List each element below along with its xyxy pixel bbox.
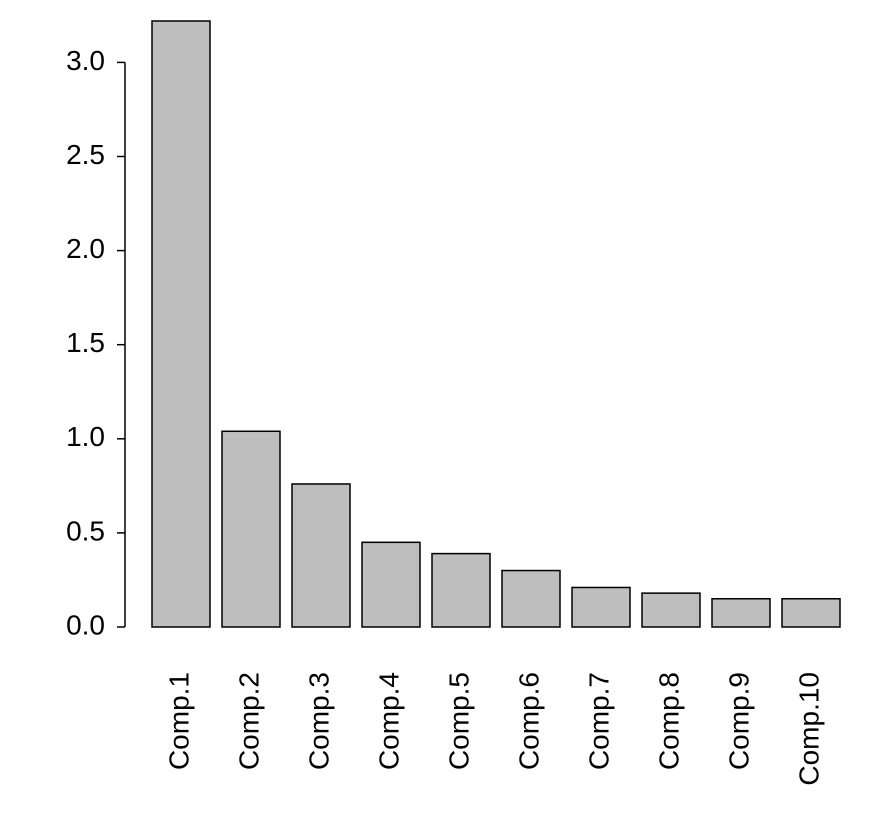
bar	[151, 20, 211, 628]
bar	[711, 598, 771, 628]
x-tick-label: Comp.9	[723, 672, 754, 770]
y-tick-label: 1.0	[66, 421, 105, 452]
x-tick-label: Comp.10	[793, 672, 824, 786]
y-tick-label: 0.5	[66, 515, 105, 546]
x-tick-label: Comp.2	[233, 672, 264, 770]
x-tick-label: Comp.4	[373, 672, 404, 770]
x-tick-label: Comp.8	[653, 672, 684, 770]
x-tick-label: Comp.3	[303, 672, 334, 770]
bar	[501, 569, 561, 628]
x-tick-label: Comp.6	[513, 672, 544, 770]
y-tick-label: 2.0	[66, 233, 105, 264]
bar	[641, 592, 701, 628]
bar	[781, 598, 841, 628]
bar	[571, 586, 631, 628]
bar	[431, 552, 491, 628]
y-tick-label: 1.5	[66, 327, 105, 358]
y-tick-label: 3.0	[66, 45, 105, 76]
bar	[361, 541, 421, 628]
bar	[291, 483, 351, 628]
x-tick-label: Comp.5	[443, 672, 474, 770]
y-tick-label: 0.0	[66, 609, 105, 640]
bar	[221, 430, 281, 628]
x-tick-label: Comp.1	[163, 672, 194, 770]
y-tick-label: 2.5	[66, 139, 105, 170]
x-tick-label: Comp.7	[583, 672, 614, 770]
